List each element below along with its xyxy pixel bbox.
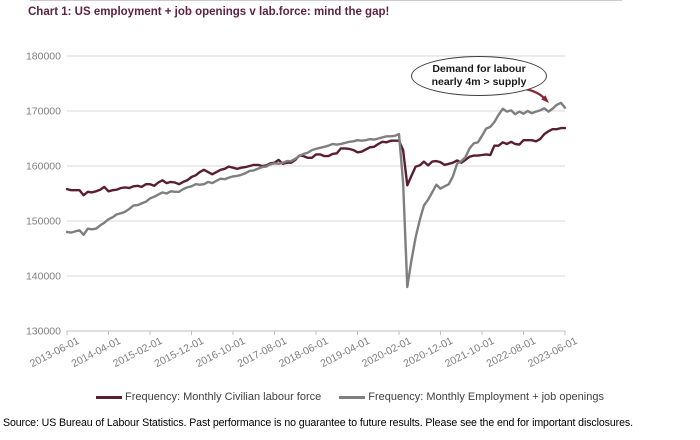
annotation-line2: nearly 4m > supply <box>431 76 527 88</box>
legend-label-employment-openings: Frequency: Monthly Employment + job open… <box>368 391 604 403</box>
annotation-line1: Demand for labour <box>432 63 526 75</box>
y-tick-label-130000: 130000 <box>26 326 61 338</box>
y-tick-label-150000: 150000 <box>26 216 61 228</box>
line-chart: 1300001400001500001600001700001800002013… <box>26 51 580 371</box>
y-tick-label-160000: 160000 <box>26 161 61 173</box>
annotation-arrow-head <box>541 95 549 103</box>
series-line-employment-openings <box>65 101 567 289</box>
top-divider <box>30 0 622 1</box>
legend-label-labour-force: Frequency: Monthly Civilian labour force <box>125 391 322 403</box>
chart-title: Chart 1: US employment + job openings v … <box>28 6 390 18</box>
legend-swatch-gray-line <box>339 395 366 399</box>
legend-swatch-maroon-line <box>96 395 122 399</box>
y-tick-label-170000: 170000 <box>26 106 61 118</box>
y-tick-label-140000: 140000 <box>26 271 61 283</box>
annotation-bubble: Demand for labour nearly 4m > supply <box>411 56 547 96</box>
source-note: Source: US Bureau of Labour Statistics. … <box>3 417 633 429</box>
legend-item-employment-openings: Frequency: Monthly Employment + job open… <box>339 391 604 403</box>
series-line-labour-force <box>65 126 567 197</box>
legend: Frequency: Monthly Civilian labour force… <box>0 391 700 403</box>
legend-item-labour-force: Frequency: Monthly Civilian labour force <box>96 391 321 403</box>
y-tick-label-180000: 180000 <box>26 51 61 63</box>
